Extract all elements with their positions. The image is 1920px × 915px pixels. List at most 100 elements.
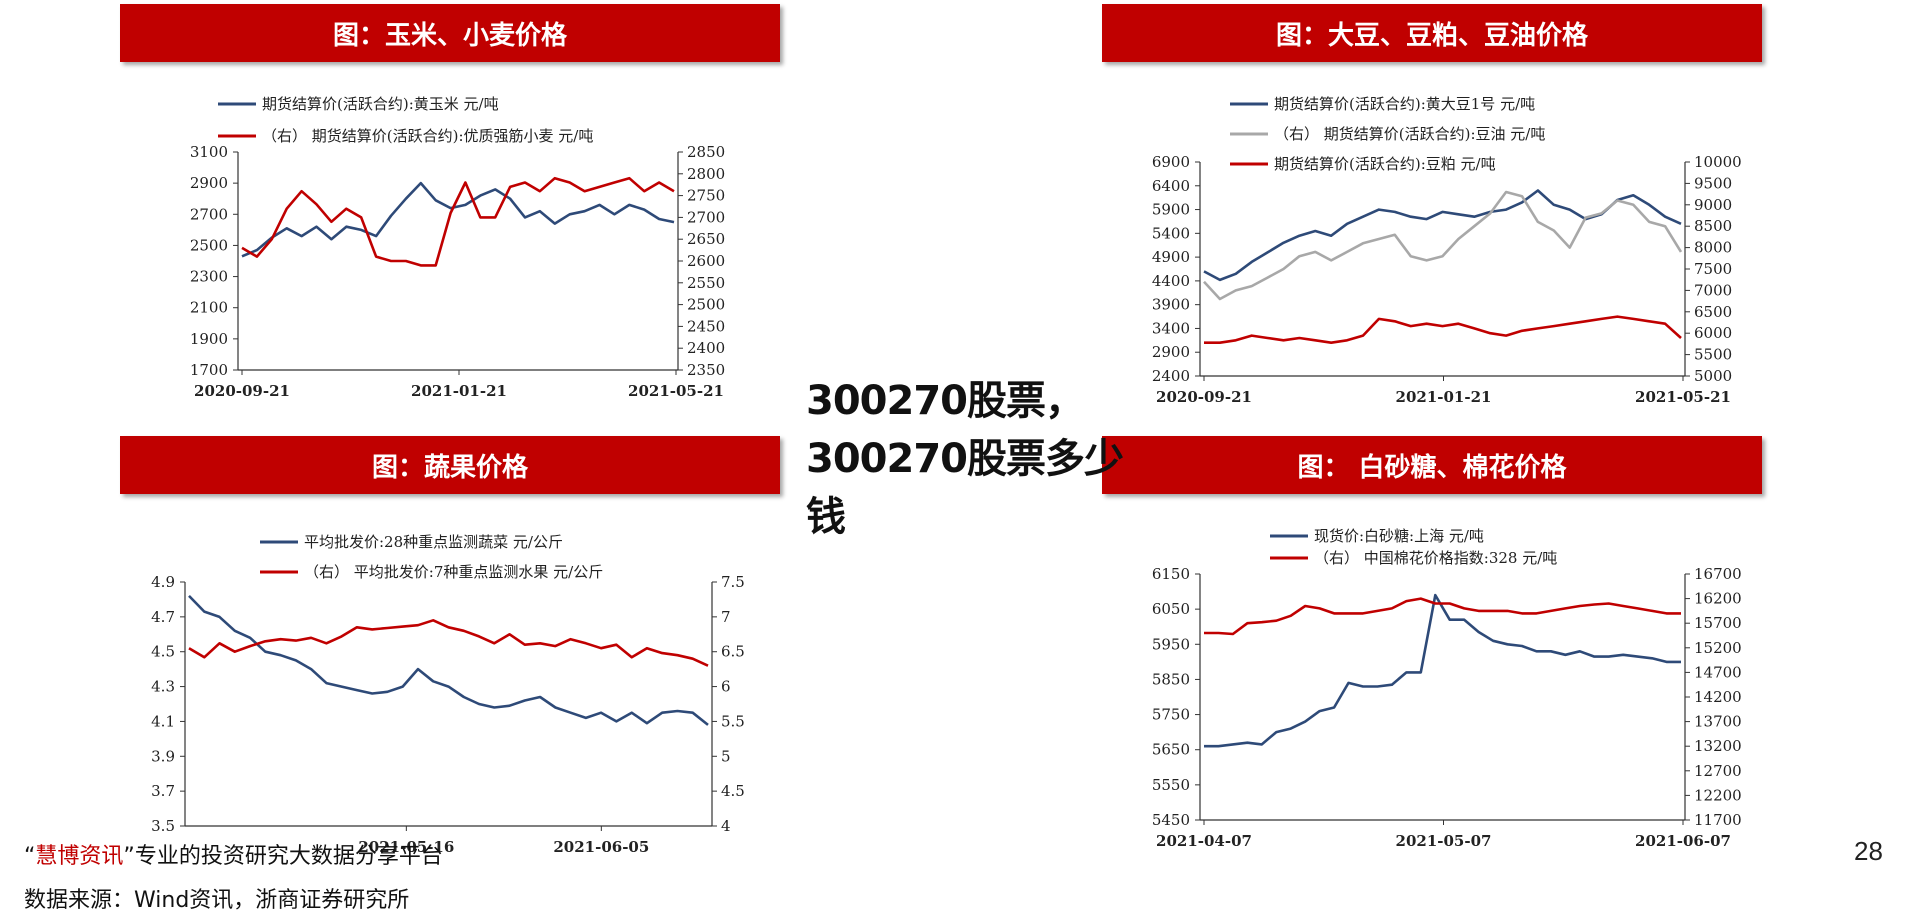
- y-tick-label-right: 7500: [1694, 260, 1732, 278]
- series-line: [1204, 593, 1681, 748]
- panel-title-sugar-cotton: 图： 白砂糖、棉花价格: [1102, 436, 1762, 494]
- legend-label: （右） 期货结算价(活跃合约):优质强筋小麦 元/吨: [262, 127, 593, 145]
- y-tick-label-right: 2450: [687, 317, 725, 335]
- y-tick-label-right: 5000: [1694, 367, 1732, 385]
- brand-name[interactable]: 慧博资讯: [35, 844, 124, 869]
- y-tick-label-left: 3900: [1152, 296, 1190, 314]
- y-tick-label-left: 4.5: [151, 643, 175, 661]
- data-source: 数据来源：Wind资讯，浙商证券研究所: [24, 888, 410, 913]
- series-line: [188, 619, 709, 667]
- y-tick-label-left: 5450: [1152, 811, 1190, 829]
- y-tick-label-right: 7.5: [721, 573, 745, 591]
- y-tick-label-right: 4: [721, 817, 731, 835]
- y-tick-label-right: 2700: [687, 208, 725, 226]
- y-tick-label-right: 2600: [687, 252, 725, 270]
- series-line: [241, 181, 675, 258]
- overlay-title: 300270股票，300270股票多少钱: [806, 378, 1124, 540]
- legend-label: （右） 期货结算价(活跃合约):豆油 元/吨: [1274, 125, 1545, 143]
- y-tick-label-right: 6000: [1694, 324, 1732, 342]
- chart-corn-wheat: 1700 1900 2100 2300 2500 2700 2900 3100 2350 2400…: [190, 95, 725, 400]
- legend-label: 期货结算价(活跃合约):黄大豆1号 元/吨: [1274, 95, 1535, 113]
- panel-title-vegfruit: 图：蔬果价格: [120, 436, 780, 494]
- y-tick-label-right: 5500: [1694, 346, 1732, 364]
- y-tick-label-right: 16200: [1694, 590, 1742, 608]
- y-tick-label-right: 16700: [1694, 565, 1742, 583]
- y-tick-label-right: 8000: [1694, 239, 1732, 257]
- y-tick-label-left: 4.3: [151, 678, 175, 696]
- x-tick-label: 2021-05-21: [1635, 388, 1731, 406]
- y-tick-label-left: 2100: [190, 299, 228, 317]
- y-tick-label-right: 5: [721, 747, 731, 765]
- y-tick-label-right: 14700: [1694, 663, 1742, 681]
- x-tick-label: 2021-01-21: [411, 382, 507, 400]
- y-tick-label-left: 6150: [1152, 565, 1190, 583]
- y-tick-label-left: 2900: [1152, 343, 1190, 361]
- y-tick-label-right: 2400: [687, 339, 725, 357]
- y-tick-label-right: 2650: [687, 230, 725, 248]
- x-tick-label: 2021-01-21: [1396, 388, 1492, 406]
- y-tick-label-right: 14200: [1694, 688, 1742, 706]
- legend-label: 现货价:白砂糖:上海 元/吨: [1314, 527, 1484, 545]
- y-tick-label-right: 13200: [1694, 737, 1742, 755]
- y-tick-label-left: 2500: [190, 236, 228, 254]
- y-tick-label-left: 3.9: [151, 747, 175, 765]
- y-tick-label-right: 7000: [1694, 281, 1732, 299]
- slogan: 专业的投资研究大数据分享平台: [134, 844, 443, 869]
- legend-label: 平均批发价:28种重点监测蔬菜 元/公斤: [304, 533, 563, 551]
- y-tick-label-left: 2400: [1152, 367, 1190, 385]
- series-line: [1203, 190, 1683, 301]
- y-tick-label-left: 4900: [1152, 248, 1190, 266]
- y-tick-label-right: 15700: [1694, 614, 1742, 632]
- chart-sugar-cotton: 5450 5550 5650 5750 5850 5950 6050 6150 11700 122…: [1152, 527, 1742, 850]
- footer-slogan-line: “慧博资讯”专业的投资研究大数据分享平台: [24, 838, 443, 870]
- x-tick-label: 2020-09-21: [1156, 388, 1252, 406]
- y-tick-label-right: 8500: [1694, 217, 1732, 235]
- y-tick-label-left: 2300: [190, 268, 228, 286]
- y-tick-label-left: 4.7: [151, 608, 175, 626]
- y-tick-label-left: 4400: [1152, 272, 1190, 290]
- y-tick-label-right: 13700: [1694, 713, 1742, 731]
- y-tick-label-right: 7: [721, 608, 731, 626]
- y-tick-label-left: 1700: [190, 361, 228, 379]
- y-tick-label-right: 2750: [687, 187, 725, 205]
- x-tick-label: 2021-05-07: [1396, 832, 1492, 850]
- y-tick-label-left: 3100: [190, 143, 228, 161]
- y-tick-label-right: 6500: [1694, 303, 1732, 321]
- y-tick-label-left: 4.9: [151, 573, 175, 591]
- y-tick-label-left: 5650: [1152, 741, 1190, 759]
- series-line: [1204, 597, 1681, 636]
- y-tick-label-left: 6400: [1152, 177, 1190, 195]
- y-tick-label-right: 11700: [1694, 811, 1742, 829]
- legend-label: （右） 平均批发价:7种重点监测水果 元/公斤: [304, 563, 603, 581]
- y-tick-label-left: 5950: [1152, 635, 1190, 653]
- y-tick-label-left: 5750: [1152, 706, 1190, 724]
- x-tick-label: 2021-05-16: [358, 838, 454, 856]
- y-tick-label-right: 10000: [1694, 153, 1742, 171]
- y-tick-label-right: 12200: [1694, 786, 1742, 804]
- x-tick-label: 2020-09-21: [194, 382, 290, 400]
- y-tick-label-left: 6900: [1152, 153, 1190, 171]
- y-tick-label-right: 5.5: [721, 712, 745, 730]
- y-tick-label-left: 1900: [190, 330, 228, 348]
- chart-vegfruit: 3.5 3.7 3.9 4.1 4.3 4.5 4.7 4.9 4 4.5 5 5.5 6 6.5 7 7.5…: [151, 533, 745, 856]
- y-tick-label-right: 2500: [687, 296, 725, 314]
- panel-title-soy: 图：大豆、豆粕、豆油价格: [1102, 4, 1762, 62]
- y-tick-label-left: 3.7: [151, 782, 175, 800]
- page-number: 28: [1854, 836, 1883, 866]
- y-tick-label-left: 5850: [1152, 670, 1190, 688]
- y-tick-label-right: 6: [721, 678, 731, 696]
- legend-label: 期货结算价(活跃合约):豆粕 元/吨: [1274, 155, 1496, 173]
- y-tick-label-left: 4.1: [151, 712, 175, 730]
- y-tick-label-right: 15200: [1694, 639, 1742, 657]
- chart-soy: 2400 2900 3400 3900 4400 4900 5400 5900 6400 6900…: [1152, 95, 1742, 406]
- x-tick-label: 2021-04-07: [1156, 832, 1252, 850]
- y-tick-label-left: 2900: [190, 174, 228, 192]
- y-tick-label-left: 3.5: [151, 817, 175, 835]
- y-tick-label-right: 2550: [687, 274, 725, 292]
- y-tick-label-left: 3400: [1152, 319, 1190, 337]
- x-tick-label: 2021-06-07: [1635, 832, 1731, 850]
- legend-label: （右） 中国棉花价格指数:328 元/吨: [1314, 549, 1557, 567]
- series-line: [1204, 315, 1682, 344]
- y-tick-label-right: 9000: [1694, 196, 1732, 214]
- y-tick-label-right: 6.5: [721, 643, 745, 661]
